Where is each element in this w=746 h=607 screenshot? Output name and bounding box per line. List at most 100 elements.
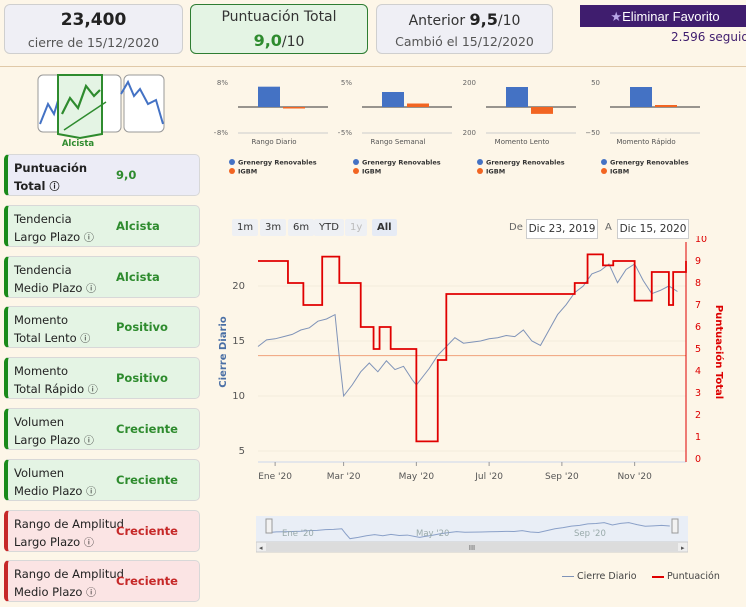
info-icon[interactable]: ⓘ: [86, 588, 97, 600]
mini-bar-index: [655, 105, 677, 107]
x-tick-label: Mar '20: [327, 472, 361, 482]
y-right-tick: 9: [695, 256, 701, 267]
metric-name: Volumen Largo Plazo ⓘ: [14, 415, 94, 447]
metric-card[interactable]: Rango de Amplitud Largo Plazo ⓘ Creciente: [4, 509, 200, 552]
metric-card[interactable]: Volumen Largo Plazo ⓘ Creciente: [4, 408, 200, 450]
mini-tick-top: 50: [591, 79, 600, 87]
x-tick-label: Nov '20: [617, 472, 652, 482]
close-price-card: 23,400 cierre de 15/12/2020: [4, 4, 183, 54]
mini-legend-dot: [229, 159, 235, 165]
total-score-card: Puntuación Total 9,0/10: [190, 4, 368, 54]
score-line: [258, 253, 687, 443]
metric-value: Creciente: [116, 422, 178, 436]
mini-tick-top: 200: [463, 79, 476, 87]
legend-score[interactable]: Puntuación: [652, 571, 720, 582]
info-icon[interactable]: ⓘ: [87, 385, 98, 397]
navigator-label: May '20: [416, 529, 449, 539]
info-icon[interactable]: ⓘ: [86, 283, 97, 295]
metric-value: Creciente: [116, 523, 178, 538]
mini-legend-label: IGBM: [238, 168, 257, 176]
info-icon[interactable]: ⓘ: [83, 232, 94, 244]
metric-value: Positivo: [116, 320, 168, 335]
trend-label: Alcista: [61, 139, 95, 149]
close-value: 23,400: [60, 10, 127, 30]
mini-chart-title: Rango Diario: [251, 138, 296, 146]
mini-legend-label: IGBM: [362, 168, 381, 176]
mini-bar-stock: [506, 87, 528, 107]
price-line: [257, 263, 678, 398]
navigator-handle-left: [265, 518, 273, 534]
x-tick-label: Ene '20: [258, 472, 292, 482]
mini-bar-stock: [382, 92, 404, 107]
metric-value: Alcista: [116, 269, 160, 284]
y-left-tick: 5: [239, 446, 245, 457]
metric-name: Tendencia Medio Plazo ⓘ: [14, 262, 97, 295]
range-6m-button[interactable]: 6m: [288, 219, 315, 236]
mini-chart-title: Momento Lento: [495, 138, 550, 146]
total-score-label: Puntuación Total: [221, 9, 337, 25]
previous-score: Anterior 9,5/10: [408, 10, 521, 29]
mini-legend-dot: [353, 159, 359, 165]
mini-chart-weekly-range: 5% −5% Rango Semanal Grenergy RenovablesIGB…: [338, 74, 458, 184]
metric-value: Positivo: [116, 371, 168, 386]
mini-tick-top: 5%: [341, 79, 352, 87]
from-date-input[interactable]: Dic 23, 2019: [526, 219, 598, 239]
metric-name: Rango de Amplitud Medio Plazo ⓘ: [14, 567, 124, 600]
scroll-right-icon: ▸: [681, 544, 685, 552]
info-icon[interactable]: ⓘ: [83, 436, 94, 447]
close-date: cierre de 15/12/2020: [27, 35, 160, 50]
info-icon[interactable]: ⓘ: [80, 334, 91, 346]
range-3m-button[interactable]: 3m: [260, 219, 287, 236]
range-ytd-button[interactable]: YTD: [314, 219, 344, 236]
metric-card[interactable]: Volumen Medio Plazo ⓘ Creciente: [4, 458, 200, 501]
to-label: A: [605, 222, 612, 233]
metric-card[interactable]: Momento Total Rápido ⓘ Positivo: [4, 357, 200, 400]
range-navigator[interactable]: Ene '20 May '20 Sep '20 III ◂ ▸: [256, 516, 688, 554]
mini-legend-label: Grenergy Renovables: [238, 159, 317, 167]
navigator-mask: [256, 516, 688, 542]
metric-value: Creciente: [116, 574, 178, 589]
mini-legend-dot: [477, 168, 483, 174]
mini-legend-dot: [477, 159, 483, 165]
mini-legend-label: IGBM: [486, 168, 505, 176]
range-all-button[interactable]: All: [372, 219, 397, 236]
metric-card[interactable]: Rango de Amplitud Medio Plazo ⓘ Creciente: [4, 560, 200, 603]
x-tick-label: Sep '20: [545, 472, 579, 482]
metric-value: 9,0: [116, 168, 137, 182]
mini-chart-title: Rango Semanal: [371, 138, 426, 146]
legend-price-swatch: [562, 576, 574, 577]
mini-tick-bottom: −50: [586, 129, 600, 137]
x-tick-label: Jul '20: [474, 472, 503, 482]
y-right-tick: 7: [695, 300, 701, 311]
mini-legend-label: Grenergy Renovables: [362, 159, 441, 167]
to-date-input[interactable]: Dic 15, 2020: [617, 219, 689, 239]
star-icon: ★: [610, 9, 623, 24]
metric-card[interactable]: Tendencia Largo Plazo ⓘ Alcista: [4, 204, 200, 247]
navigator-label: Ene '20: [282, 529, 314, 539]
metric-card[interactable]: Momento Total Lento ⓘ Positivo: [4, 306, 200, 349]
mini-chart-slow-momentum: 200 −200 Momento Lento Grenergy RenovablesI…: [462, 74, 582, 184]
remove-favorite-button[interactable]: ★Eliminar Favorito: [580, 5, 746, 27]
y-left-tick: 10: [232, 391, 245, 402]
mini-legend-label: Grenergy Renovables: [486, 159, 565, 167]
info-icon[interactable]: ⓘ: [83, 537, 94, 549]
mini-chart-fast-momentum: 50 −50 Momento Rápido Grenergy Renovables IG…: [586, 74, 706, 184]
previous-score-card: Anterior 9,5/10 Cambió el 15/12/2020: [376, 4, 553, 54]
mini-legend-dot: [353, 168, 359, 174]
metric-card[interactable]: Tendencia Medio Plazo ⓘ Alcista: [4, 255, 200, 298]
y-right-tick: 5: [695, 344, 701, 355]
mini-bar-index: [531, 107, 553, 114]
y-right-tick: 1: [695, 432, 701, 443]
range-1y-button[interactable]: 1y: [345, 219, 368, 236]
mini-bar-stock: [258, 86, 280, 107]
mini-legend-label: Grenergy Renovables: [610, 159, 689, 167]
info-icon[interactable]: ⓘ: [86, 486, 97, 498]
mini-bar-stock: [630, 87, 652, 107]
y-right-tick: 10: [695, 236, 707, 245]
metric-card[interactable]: Puntuación Total ⓘ 9,0: [4, 154, 200, 196]
range-1m-button[interactable]: 1m: [232, 219, 259, 236]
divider: [0, 66, 746, 67]
info-icon[interactable]: ⓘ: [49, 182, 60, 193]
legend-price[interactable]: Cierre Diario: [562, 571, 637, 582]
